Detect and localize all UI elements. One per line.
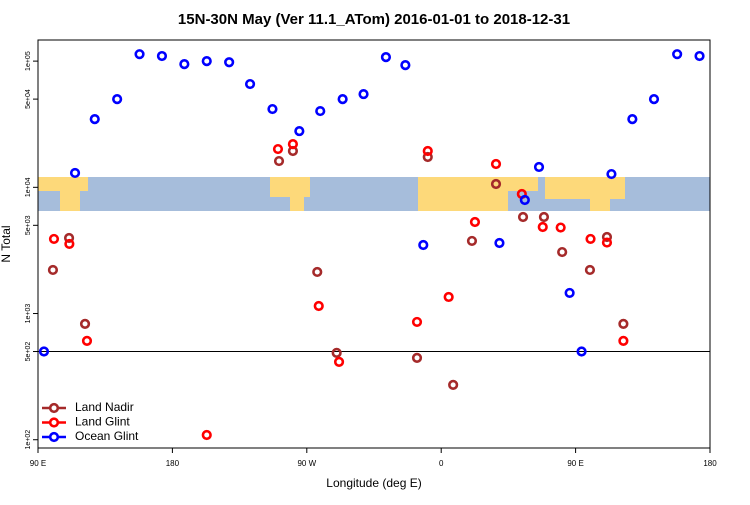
marker — [48, 233, 60, 245]
map-strip — [38, 177, 710, 211]
marker — [380, 52, 392, 63]
chart-title: 15N-30N May (Ver 11.1_ATom) 2016-01-01 t… — [178, 11, 570, 28]
x-tick-label: 90 E — [567, 459, 583, 468]
marker — [244, 78, 256, 90]
y-axis-label: N Total — [0, 225, 13, 262]
marker — [81, 335, 93, 346]
marker — [313, 300, 324, 312]
marker — [618, 318, 629, 329]
marker — [63, 232, 75, 244]
marker — [201, 56, 212, 67]
marker — [519, 194, 530, 206]
marker — [601, 231, 613, 243]
x-tick-label: 90 W — [297, 459, 316, 468]
y-tick-label: 1e+03 — [25, 304, 32, 324]
legend-marker — [48, 417, 60, 428]
legend-marker — [48, 431, 60, 443]
marker — [466, 235, 478, 247]
marker — [312, 266, 323, 278]
marker — [564, 287, 575, 299]
marker — [601, 237, 613, 248]
y-tick-label: 1e+04 — [25, 177, 32, 197]
marker — [490, 158, 502, 170]
marker — [411, 316, 423, 328]
marker — [89, 114, 100, 125]
x-tick-label: 180 — [703, 459, 717, 468]
marker — [38, 346, 50, 357]
y-tick-label: 5e+03 — [25, 215, 32, 235]
marker — [448, 379, 459, 390]
y-tick-label: 5e+02 — [25, 342, 32, 362]
y-tick-label: 5e+04 — [25, 89, 32, 109]
marker — [627, 114, 638, 125]
marker — [606, 168, 617, 180]
marker — [333, 356, 345, 367]
x-tick-label: 0 — [439, 459, 444, 468]
plot-frame — [37, 39, 711, 449]
marker — [490, 178, 502, 190]
marker — [422, 151, 433, 163]
marker — [533, 161, 545, 173]
marker — [585, 233, 596, 245]
marker — [648, 94, 660, 105]
x-tick-label: 90 E — [30, 459, 46, 468]
marker — [79, 318, 91, 329]
marker — [267, 103, 278, 115]
marker — [179, 59, 190, 70]
marker — [272, 143, 284, 155]
marker — [224, 57, 235, 68]
marker — [331, 347, 342, 358]
marker — [315, 105, 326, 117]
y-tick-label: 1e+05 — [25, 51, 32, 71]
marker — [134, 49, 145, 60]
marker — [337, 94, 348, 105]
marker — [112, 94, 123, 105]
marker — [64, 238, 75, 250]
marker — [156, 50, 168, 62]
marker — [576, 346, 587, 357]
legend-label: Land Glint — [75, 415, 130, 429]
marker — [201, 429, 212, 441]
marker — [358, 88, 369, 100]
marker — [418, 239, 429, 251]
legend-label: Land Nadir — [75, 400, 134, 414]
marker — [400, 60, 411, 71]
marker — [694, 50, 705, 62]
x-axis-label: Longitude (deg E) — [326, 476, 421, 490]
y-tick-label: 1e+02 — [25, 430, 32, 450]
marker — [273, 155, 285, 167]
marker — [517, 211, 529, 223]
marker — [672, 49, 683, 60]
marker — [537, 221, 548, 233]
legend-marker — [48, 402, 60, 414]
marker — [538, 211, 550, 223]
legend-label: Ocean Glint — [75, 429, 139, 443]
marker — [584, 264, 596, 276]
marker — [443, 291, 454, 303]
marker — [287, 139, 299, 150]
marker — [294, 125, 305, 137]
marker — [618, 335, 629, 346]
marker — [494, 237, 505, 249]
marker — [555, 222, 566, 233]
marker — [47, 264, 59, 276]
marker — [557, 246, 568, 258]
x-tick-label: 180 — [166, 459, 180, 468]
marker — [469, 216, 481, 228]
marker — [422, 145, 433, 157]
marker — [69, 167, 81, 179]
marker — [411, 352, 423, 364]
